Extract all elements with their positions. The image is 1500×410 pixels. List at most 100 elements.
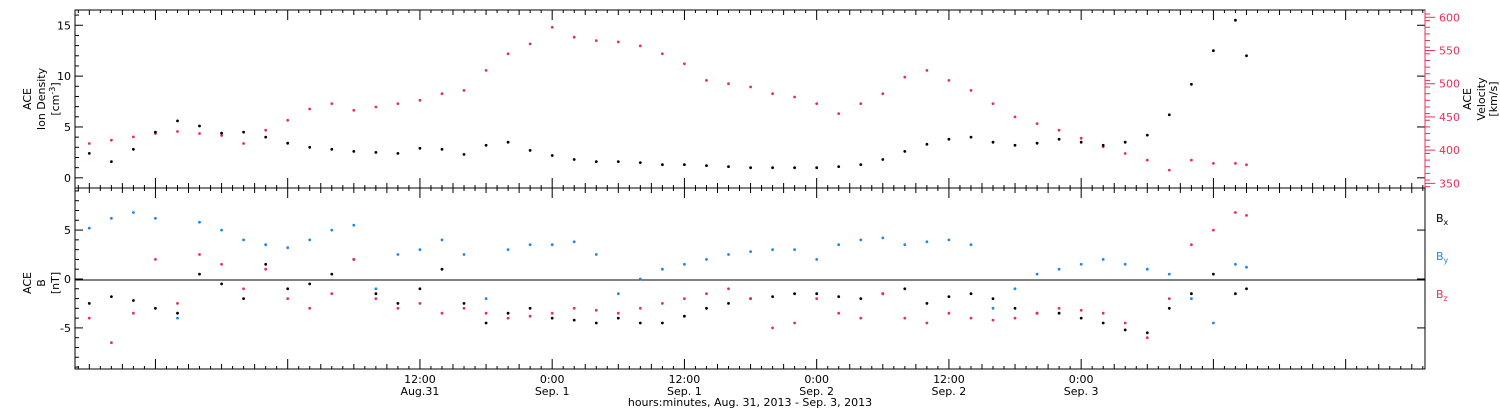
density-point: [881, 158, 885, 161]
density-point: [815, 166, 819, 170]
bx-point: [1013, 306, 1017, 310]
date-tick-label: Aug.31: [400, 385, 439, 398]
bx-point: [859, 297, 863, 300]
time-tick-label: 12:00: [404, 373, 436, 386]
bx-point: [330, 272, 334, 276]
date-tick-label: Sep. 2: [799, 385, 834, 398]
legend-bx-sub: x: [1444, 218, 1449, 227]
bx-point: [903, 287, 907, 291]
bx-point: [418, 287, 422, 291]
by-point: [616, 292, 620, 296]
velocity-point: [264, 128, 268, 132]
bz-point: [242, 287, 246, 291]
by-point: [1123, 262, 1127, 266]
density-point: [727, 165, 730, 169]
bx-point: [638, 321, 642, 325]
velocity-point: [859, 102, 863, 105]
density-point: [705, 164, 708, 168]
date-tick-label: Sep. 1: [667, 385, 702, 398]
date-tick-label: Sep. 1: [535, 385, 570, 398]
density-point: [991, 140, 995, 144]
by-point: [837, 243, 841, 247]
density-point: [947, 137, 951, 141]
by-point: [264, 243, 268, 247]
density-point: [176, 119, 179, 123]
velocity-point: [683, 62, 686, 66]
velocity-point: [550, 25, 554, 29]
bx-point: [484, 321, 488, 325]
bz-point: [859, 316, 863, 320]
bx-point: [374, 292, 378, 296]
density-point: [264, 135, 268, 139]
bx-point: [705, 306, 708, 310]
by-point: [705, 258, 708, 261]
bz-point: [220, 262, 224, 266]
time-tick-label: 0:00: [540, 373, 565, 386]
velocity-point: [132, 135, 135, 139]
density-point: [418, 146, 422, 150]
bz-point: [198, 253, 201, 256]
by-point: [484, 297, 488, 300]
bx-point: [837, 295, 841, 298]
velocity-point: [374, 105, 378, 109]
bz-point: [991, 318, 995, 322]
velocity-point: [484, 69, 488, 72]
bx-point: [572, 318, 576, 322]
by-point: [1013, 287, 1017, 291]
bx-point: [242, 297, 246, 300]
velocity-point: [1212, 162, 1215, 165]
bz-point: [176, 302, 179, 305]
bz-point: [661, 302, 664, 305]
bz-point: [87, 316, 91, 320]
by-point: [771, 248, 774, 252]
bx-point: [1190, 292, 1193, 296]
velocity-point: [1079, 136, 1083, 140]
by-point: [440, 238, 444, 242]
bz-point: [1079, 308, 1083, 312]
density-point: [462, 153, 466, 156]
velocity-point: [991, 102, 995, 105]
velocity-point: [1167, 168, 1171, 172]
legend-bz: Bz: [1436, 288, 1448, 303]
velocity-point: [418, 98, 422, 102]
by-point: [638, 277, 642, 281]
density-point: [396, 152, 400, 155]
density-axis-label-line1: ACE: [21, 88, 34, 110]
velocity-axis-unit: [km/s]: [1487, 81, 1500, 116]
bx-point: [264, 262, 268, 266]
bz-point: [925, 321, 929, 325]
bz-point: [881, 292, 885, 296]
date-tick-label: Sep. 2: [932, 385, 967, 398]
by-point: [815, 258, 819, 261]
velocity-point: [661, 52, 664, 56]
bx-point: [198, 272, 201, 276]
density-point: [1212, 49, 1215, 53]
bx-point: [683, 314, 686, 318]
field-tick-label: 5: [64, 224, 71, 237]
velocity-point: [1245, 163, 1248, 167]
velocity-point: [176, 130, 179, 133]
bz-point: [1057, 306, 1061, 310]
density-point: [1057, 137, 1061, 141]
velocity-point: [705, 79, 708, 82]
bx-point: [616, 316, 620, 320]
bx-point: [793, 292, 796, 296]
by-point: [220, 228, 224, 232]
bx-point: [925, 302, 929, 305]
density-point: [110, 160, 113, 164]
bx-point: [1234, 292, 1237, 296]
density-point: [528, 149, 532, 152]
velocity-point: [881, 92, 885, 96]
field-axis-unit: [nT]: [49, 272, 62, 294]
bx-point: [528, 306, 532, 310]
bx-point: [550, 316, 554, 320]
by-point: [1212, 321, 1215, 325]
by-point: [749, 250, 752, 254]
bx-point: [947, 295, 951, 298]
bz-point: [1123, 321, 1127, 325]
velocity-point: [1057, 128, 1061, 132]
bz-point: [727, 287, 730, 291]
velocity-point: [793, 95, 796, 99]
bz-point: [550, 311, 554, 315]
